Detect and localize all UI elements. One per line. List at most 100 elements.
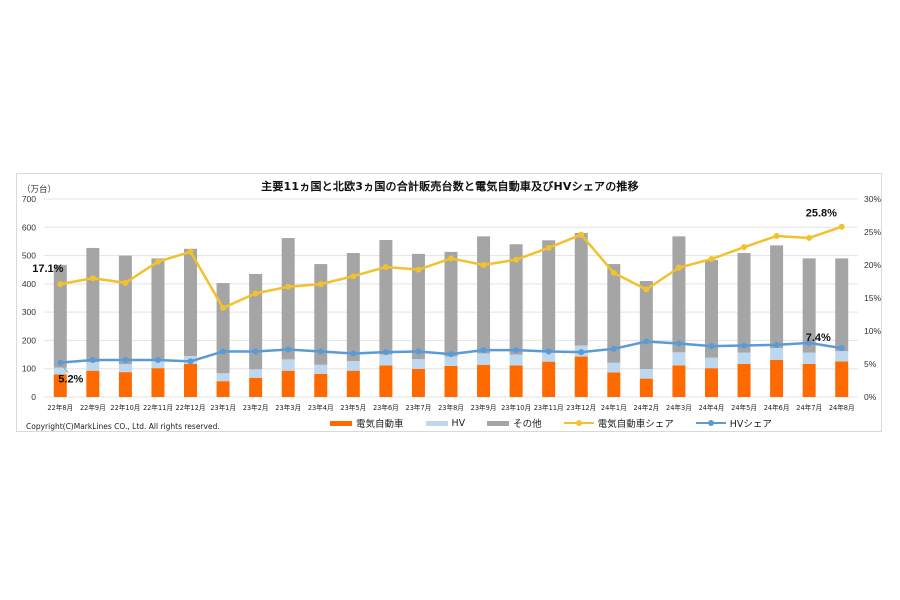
legend-swatch-hv [425, 420, 448, 426]
bar-segment [672, 236, 686, 353]
data-label: 17.1% [32, 263, 63, 275]
share-marker [741, 244, 748, 251]
bar-segment [118, 255, 132, 365]
bar-segment [639, 281, 653, 369]
share-marker [154, 258, 161, 265]
y-axis-tick-right: 20% [864, 260, 881, 270]
y-axis-tick-left: 0 [31, 392, 36, 402]
share-marker [187, 358, 194, 365]
bar-segment [379, 354, 393, 366]
bar-segment [542, 361, 556, 397]
share-marker [220, 304, 227, 311]
x-axis-tick: 23年9月 [471, 403, 497, 412]
y-axis-tick-left: 500 [22, 251, 36, 261]
bar-segment [411, 359, 425, 369]
legend-item-ev-share: 電気自動車シェア [563, 416, 674, 430]
legend-swatch-ev-share [563, 418, 594, 428]
y-axis-tick-left: 700 [22, 194, 36, 204]
share-marker [610, 269, 617, 276]
bar-segment [802, 258, 816, 353]
data-label: 7.4% [806, 332, 831, 344]
bar-segment [314, 373, 328, 397]
bar-segment [770, 359, 784, 397]
bar-segment [574, 232, 588, 346]
share-marker [773, 341, 780, 348]
bar-segment [444, 251, 458, 357]
bar-segment [607, 362, 621, 373]
share-marker [57, 359, 64, 366]
y-axis-tick-left: 600 [22, 222, 36, 232]
share-marker [122, 357, 129, 364]
bar-segment [86, 247, 100, 363]
annotation-leader [61, 365, 69, 373]
share-marker [675, 340, 682, 347]
x-axis-tick: 23年12月 [566, 403, 596, 412]
bar-segment [607, 372, 621, 397]
share-marker [57, 281, 64, 288]
bar-segment [346, 361, 360, 371]
bar-segment [509, 354, 523, 366]
bar-segment [770, 245, 784, 349]
x-axis-tick: 24年4月 [699, 403, 725, 412]
legend-label: 電気自動車 [356, 419, 404, 430]
legend-item-hv-share: HVシェア [695, 416, 772, 430]
bar-segment [151, 360, 165, 369]
share-marker [350, 273, 357, 280]
bar-segment [53, 367, 67, 375]
bar-segment [53, 264, 67, 368]
bar-segment [737, 363, 751, 397]
share-marker [285, 283, 292, 290]
legend-swatch-other [487, 420, 510, 426]
bar-segment [770, 348, 784, 360]
x-axis-tick: 23年6月 [373, 403, 399, 412]
y-axis-tick-right: 25% [864, 227, 881, 237]
legend-item-hv: HV [425, 417, 466, 429]
share-marker [610, 345, 617, 352]
x-axis-tick: 22年8月 [47, 403, 73, 412]
share-marker [838, 223, 845, 230]
share-marker [545, 348, 552, 355]
bar-segment [477, 236, 491, 354]
bar-segment [542, 240, 556, 351]
legend-item-other: その他 [487, 416, 542, 430]
bar-segment [346, 253, 360, 362]
bar-segment [249, 377, 263, 397]
x-axis-tick: 23年2月 [243, 403, 269, 412]
data-label: 25.8% [806, 208, 837, 220]
share-marker [89, 357, 96, 364]
chart-legend: 電気自動車 HV その他 電気自動車シェア HVシェア [330, 416, 772, 430]
share-marker [741, 342, 748, 349]
x-axis-tick: 23年10月 [501, 403, 531, 412]
bar-segment [314, 364, 328, 374]
bar-segment [184, 363, 198, 397]
y-axis-tick-right: 30% [864, 194, 881, 204]
bar-segment [444, 365, 458, 397]
bar-segment [151, 368, 165, 397]
y-axis-tick-right: 5% [864, 359, 877, 369]
bar-segment [411, 253, 425, 360]
bar-segment [639, 378, 653, 397]
share-marker [448, 255, 454, 262]
bar-segment [704, 259, 718, 358]
copyright-text: Copyright(C)MarkLines CO., Ltd. All righ… [26, 422, 220, 431]
y-axis-tick-left: 200 [22, 335, 36, 345]
x-axis-tick: 24年2月 [633, 403, 659, 412]
bar-segment [216, 283, 230, 374]
bar-segment [86, 362, 100, 371]
bar-segment [672, 365, 686, 397]
legend-label: HV [451, 417, 466, 429]
x-axis-tick: 22年9月 [80, 403, 106, 412]
share-marker [643, 286, 650, 293]
x-axis-tick: 23年4月 [308, 403, 334, 412]
legend-item-ev: 電気自動車 [330, 416, 404, 430]
share-marker [382, 263, 389, 270]
bar-segment [281, 359, 295, 371]
share-marker [708, 343, 715, 350]
bar-segment [346, 370, 360, 397]
share-marker [773, 232, 780, 239]
y-axis-tick-left: 400 [22, 279, 36, 289]
share-marker [675, 264, 682, 271]
bar-segment [704, 357, 718, 369]
bar-segment [86, 370, 100, 397]
